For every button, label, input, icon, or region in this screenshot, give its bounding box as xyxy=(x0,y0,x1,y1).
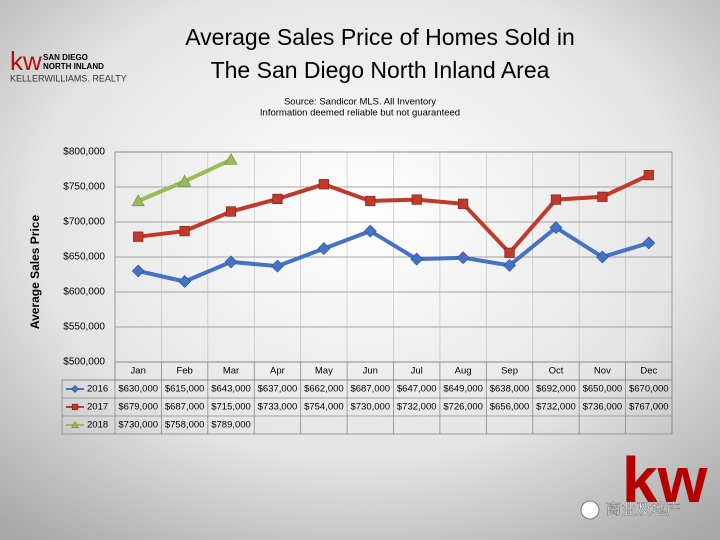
marker xyxy=(225,206,237,217)
marker xyxy=(224,255,238,269)
x-tick-label: Mar xyxy=(223,366,239,377)
marker xyxy=(179,226,190,237)
table-value: $767,000 xyxy=(629,402,669,413)
marker xyxy=(411,194,422,205)
x-tick-label: May xyxy=(315,366,333,377)
table-value: $736,000 xyxy=(583,402,623,413)
marker xyxy=(458,198,469,209)
table-value: $726,000 xyxy=(443,402,483,413)
table-value: $679,000 xyxy=(118,402,158,413)
x-tick-label: Aug xyxy=(455,366,472,377)
chart-title: The San Diego North Inland Area xyxy=(211,57,550,83)
x-tick-label: Oct xyxy=(549,366,564,377)
x-tick-label: Jan xyxy=(131,366,146,377)
table-value: $638,000 xyxy=(490,384,530,395)
marker xyxy=(71,385,79,393)
y-tick-label: $750,000 xyxy=(63,182,105,193)
marker xyxy=(71,403,79,411)
marker xyxy=(363,224,377,238)
watermark: 商业及地产 xyxy=(606,501,681,518)
marker xyxy=(318,179,329,190)
table-value: $687,000 xyxy=(165,402,205,413)
table-value: $643,000 xyxy=(211,384,251,395)
table-value: $789,000 xyxy=(211,420,251,431)
table-value: $656,000 xyxy=(490,402,530,413)
y-tick-label: $500,000 xyxy=(63,357,105,368)
series-line xyxy=(137,225,650,284)
y-tick-label: $600,000 xyxy=(63,287,105,298)
y-tick-label: $700,000 xyxy=(63,217,105,228)
marker xyxy=(504,247,515,258)
table-value: $730,000 xyxy=(350,402,390,413)
marker xyxy=(271,259,284,273)
marker xyxy=(503,258,516,272)
table-value: $733,000 xyxy=(258,402,298,413)
logo-line: SAN DIEGO xyxy=(43,53,88,62)
table-value: $754,000 xyxy=(304,402,344,413)
marker xyxy=(642,236,656,250)
legend-label: 2018 xyxy=(87,420,108,431)
table-value: $650,000 xyxy=(583,384,623,395)
marker xyxy=(317,242,331,256)
table-value: $687,000 xyxy=(350,384,390,395)
marker xyxy=(178,275,192,288)
y-tick-label: $550,000 xyxy=(63,322,105,333)
table-value: $647,000 xyxy=(397,384,437,395)
marker xyxy=(365,195,376,207)
logo-mark: kw xyxy=(10,46,42,76)
table-value: $715,000 xyxy=(211,402,251,413)
marker xyxy=(643,170,654,181)
subtitle: Information deemed reliable but not guar… xyxy=(260,108,460,119)
marker xyxy=(410,252,424,266)
table-value: $670,000 xyxy=(629,384,669,395)
y-tick-label: $650,000 xyxy=(63,252,105,263)
logo-company: KELLERWILLIAMS. REALTY xyxy=(10,73,127,83)
table-value: $732,000 xyxy=(397,402,437,413)
table-value: $615,000 xyxy=(165,384,205,395)
marker xyxy=(224,153,238,165)
table-value: $649,000 xyxy=(443,384,483,395)
x-tick-label: Feb xyxy=(176,366,192,377)
chart-title: Average Sales Price of Homes Sold in xyxy=(185,24,575,50)
watermark-icon xyxy=(580,500,600,520)
marker xyxy=(550,194,562,205)
x-tick-label: Dec xyxy=(640,366,657,377)
marker xyxy=(272,193,283,205)
x-tick-label: Sep xyxy=(501,366,518,377)
x-tick-label: Apr xyxy=(270,366,285,377)
marker xyxy=(597,191,608,202)
marker xyxy=(70,420,80,429)
logo-line: NORTH INLAND xyxy=(43,62,104,71)
marker xyxy=(131,264,145,278)
legend-label: 2017 xyxy=(87,402,108,413)
marker xyxy=(131,194,145,207)
table-value: $732,000 xyxy=(536,402,576,413)
x-tick-label: Jul xyxy=(411,366,423,377)
corner-logo: kw xyxy=(622,444,708,516)
y-axis-label: Average Sales Price xyxy=(28,215,42,330)
table-value: $758,000 xyxy=(165,420,205,431)
subtitle: Source: Sandicor MLS. All Inventory xyxy=(284,97,436,108)
marker xyxy=(133,231,144,242)
table-value: $730,000 xyxy=(118,420,158,431)
marker xyxy=(549,221,563,235)
x-tick-label: Jun xyxy=(363,366,378,377)
x-tick-label: Nov xyxy=(594,366,611,377)
table-value: $630,000 xyxy=(118,384,158,395)
marker xyxy=(456,251,470,265)
marker xyxy=(595,250,609,264)
legend-label: 2016 xyxy=(87,384,108,395)
series-line xyxy=(137,173,650,256)
table-value: $692,000 xyxy=(536,384,576,395)
y-tick-label: $800,000 xyxy=(63,147,105,158)
table-value: $637,000 xyxy=(258,384,298,395)
marker xyxy=(178,174,192,187)
table-value: $662,000 xyxy=(304,384,344,395)
